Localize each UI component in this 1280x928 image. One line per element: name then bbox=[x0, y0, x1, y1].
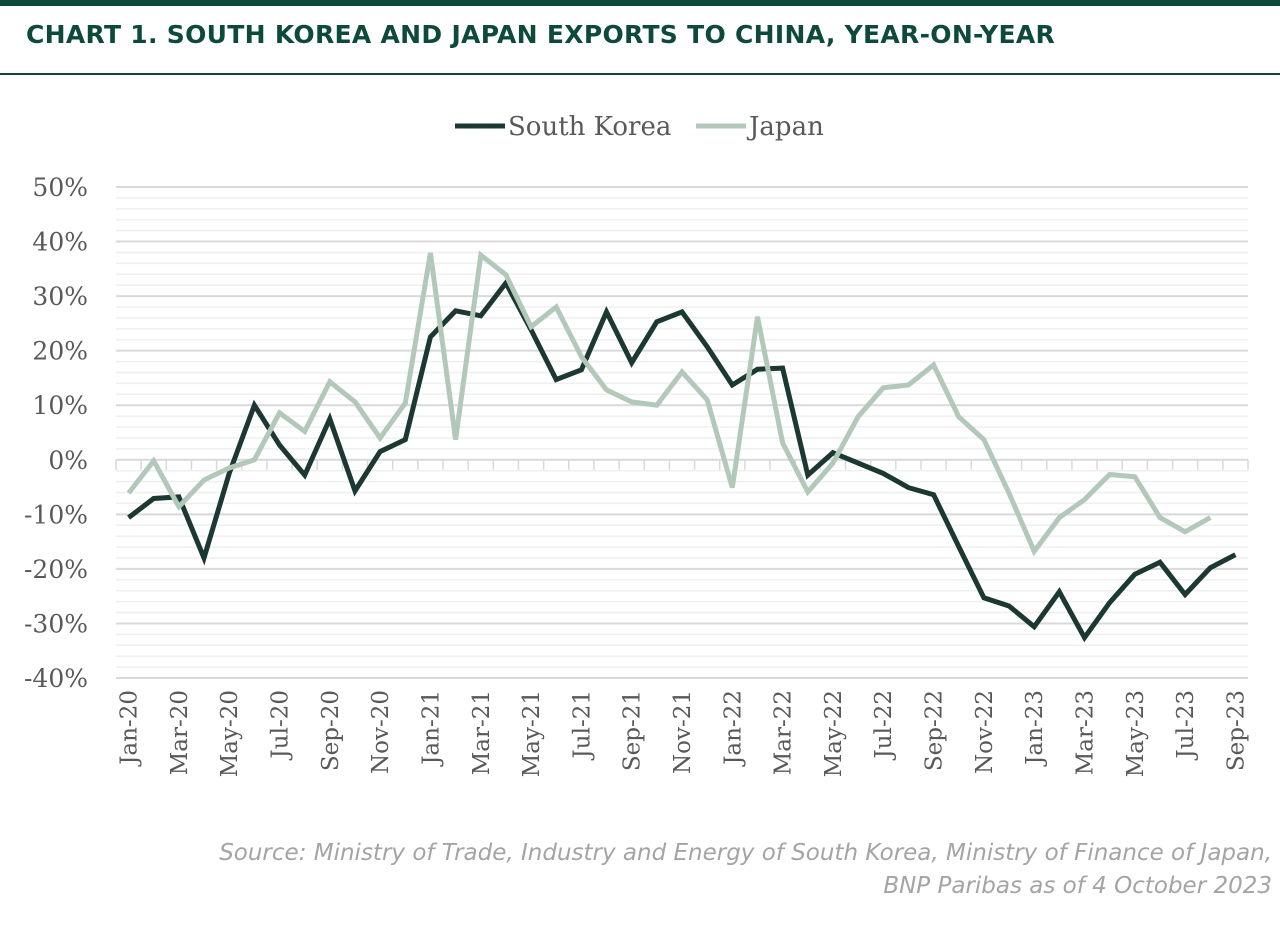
x-tick-label: Nov-21 bbox=[670, 690, 696, 774]
x-tick-label: Jul-22 bbox=[871, 690, 897, 760]
legend-label: South Korea bbox=[508, 112, 671, 142]
x-tick-label: May-23 bbox=[1123, 690, 1149, 777]
y-tick-label: -20% bbox=[24, 555, 88, 584]
gridlines bbox=[115, 186, 1249, 679]
x-axis: Jan-20 Mar-20 May-20 Jul-20 Sep-20 Nov-20 Jan-… bbox=[117, 690, 1250, 777]
x-tick-label: Jan-21 bbox=[418, 690, 444, 767]
y-tick-label: 30% bbox=[32, 282, 88, 311]
x-tick-label: Jan-20 bbox=[117, 690, 143, 767]
x-tick-label: Mar-20 bbox=[167, 690, 193, 775]
x-tick-label: Nov-20 bbox=[368, 690, 394, 774]
top-accent-bar bbox=[0, 0, 1280, 6]
series-lines bbox=[126, 250, 1237, 643]
legend-label: Japan bbox=[746, 112, 824, 142]
x-tick-label: Jul-21 bbox=[569, 690, 595, 760]
x-tick-label: Jul-20 bbox=[268, 690, 294, 760]
x-tick-label: Sep-23 bbox=[1223, 690, 1249, 771]
x-tick-label: Sep-21 bbox=[620, 690, 646, 771]
y-tick-label: -10% bbox=[24, 500, 88, 529]
x-tick-label: Sep-22 bbox=[922, 690, 948, 771]
y-tick-label: 40% bbox=[32, 228, 88, 257]
x-tick-label: Jan-22 bbox=[720, 690, 746, 767]
source-note-line2: BNP Paribas as of 4 October 2023 bbox=[883, 873, 1272, 899]
y-axis: 50% 40% 30% 20% 10% 0% -10% -20% -30% -40% bbox=[24, 173, 88, 693]
y-tick-label: 10% bbox=[32, 391, 88, 420]
x-tick-label: Mar-22 bbox=[771, 690, 797, 775]
x-tick-label: Jul-23 bbox=[1173, 690, 1199, 760]
x-tick-label: Mar-23 bbox=[1072, 690, 1098, 775]
y-tick-label: 0% bbox=[48, 446, 88, 475]
x-tick-label: May-22 bbox=[821, 690, 847, 777]
x-tick-label: Nov-22 bbox=[972, 690, 998, 774]
x-tick-label: May-21 bbox=[519, 690, 545, 777]
title-divider bbox=[0, 73, 1280, 75]
chart-title: CHART 1. SOUTH KOREA AND JAPAN EXPORTS T… bbox=[26, 20, 1056, 49]
source-note-line1: Source: Ministry of Trade, Industry and … bbox=[219, 840, 1272, 866]
y-tick-label: 20% bbox=[32, 337, 88, 366]
x-tick-label: May-20 bbox=[217, 690, 243, 777]
y-tick-label: -30% bbox=[24, 609, 88, 638]
x-tick-label: Sep-20 bbox=[318, 690, 344, 771]
y-tick-label: 50% bbox=[32, 173, 88, 202]
legend: South Korea Japan bbox=[455, 112, 824, 142]
x-tick-label: Jan-23 bbox=[1022, 690, 1048, 767]
y-tick-label: -40% bbox=[24, 664, 88, 693]
series-line-japan bbox=[126, 250, 1212, 557]
x-tick-label: Mar-21 bbox=[469, 690, 495, 775]
